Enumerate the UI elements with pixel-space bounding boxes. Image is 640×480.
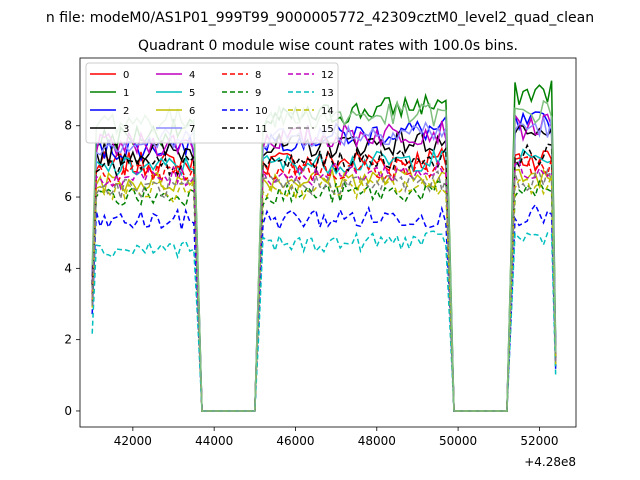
- legend-label-10: 10: [255, 106, 268, 117]
- tick-layer: 42000 44000 46000 48000 50000 52000 0 2 4 6 8: [64, 119, 558, 448]
- series-line-13: [91, 230, 557, 412]
- series-line-2: [91, 111, 557, 412]
- legend-label-6: 6: [189, 106, 195, 117]
- series-line-6: [91, 166, 557, 412]
- legend-label-9: 9: [255, 88, 261, 99]
- x-tick-label: 44000: [195, 434, 233, 448]
- y-tick-label: 2: [64, 333, 72, 347]
- legend-label-3: 3: [123, 124, 129, 135]
- x-tick-label: 48000: [358, 434, 396, 448]
- legend-label-8: 8: [255, 70, 261, 81]
- legend-label-0: 0: [123, 70, 129, 81]
- legend-box: [85, 62, 339, 144]
- legend-label-15: 15: [321, 124, 334, 135]
- x-tick-label: 50000: [439, 434, 477, 448]
- figure-suptitle: n file: modeM0/AS1P01_999T99_9000005772_…: [46, 10, 594, 26]
- legend-label-2: 2: [123, 106, 129, 117]
- x-tick-label: 42000: [114, 434, 152, 448]
- legend-label-12: 12: [321, 70, 334, 81]
- series-line-15: [91, 167, 557, 412]
- series-line-extra: [91, 99, 557, 412]
- series-line-14: [91, 174, 557, 412]
- legend-label-1: 1: [123, 88, 129, 99]
- legend-label-5: 5: [189, 88, 195, 99]
- legend-label-7: 7: [189, 124, 195, 135]
- chart-title: Quadrant 0 module wise count rates with …: [138, 38, 518, 54]
- y-tick-label: 6: [64, 190, 72, 204]
- legend-label-11: 11: [255, 124, 268, 135]
- legend-label-4: 4: [189, 70, 195, 81]
- x-tick-label: 52000: [520, 434, 558, 448]
- series-line-12: [91, 159, 557, 412]
- x-axis-offset-label: +4.28e8: [524, 455, 576, 469]
- x-tick-label: 46000: [276, 434, 314, 448]
- y-tick-label: 4: [64, 261, 72, 275]
- series-line-10: [91, 203, 557, 412]
- axes-frame: [79, 57, 577, 428]
- legend-label-13: 13: [321, 88, 334, 99]
- legend-label-14: 14: [321, 106, 334, 117]
- y-tick-label: 0: [64, 404, 72, 418]
- series-line-11: [91, 143, 557, 412]
- y-tick-label: 8: [64, 119, 72, 133]
